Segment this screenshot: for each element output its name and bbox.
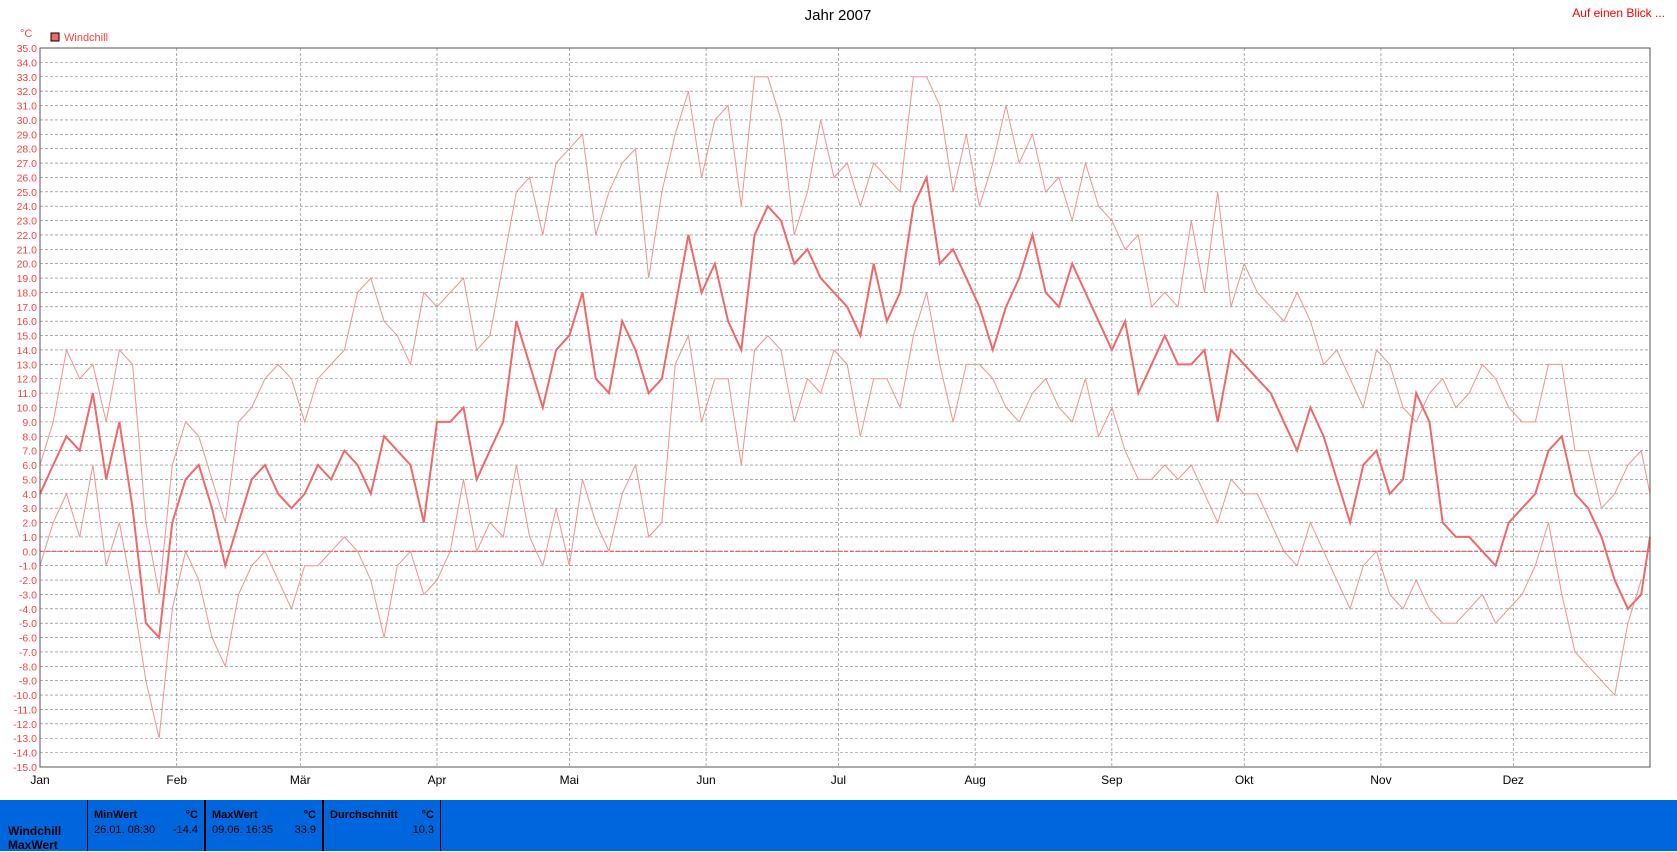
x-tick-label: Sep [1101, 773, 1123, 787]
stats-max-header: MaxWert [212, 809, 258, 821]
legend-swatch [50, 32, 60, 42]
y-tick-label: 18.0 [17, 287, 38, 299]
y-tick-label: 3.0 [22, 503, 37, 515]
y-tick-label: -11.0 [14, 704, 37, 716]
y-tick-label: 12.0 [17, 374, 38, 386]
stats-panel-min: MinWert °C 26.01. 08:30 -14.4 [87, 800, 205, 851]
y-tick-label: 7.0 [22, 446, 37, 458]
y-tick-label: 24.0 [17, 201, 38, 213]
y-tick-label: 35.0 [17, 43, 38, 55]
y-tick-label: 14.0 [17, 345, 38, 357]
stats-panel-average: Durchschnitt °C 10.3 [323, 800, 441, 851]
y-tick-label: -13.0 [13, 733, 37, 745]
stats-avg-header: Durchschnitt [330, 809, 398, 821]
chart-title: Jahr 2007 [805, 7, 872, 24]
y-tick-label: -2.0 [19, 575, 37, 587]
y-tick-label: 32.0 [17, 86, 38, 98]
windchill-chart: Jahr 2007 °C Windchill -15.0 -14.0 -13.0 -1… [13, 7, 1651, 787]
series-max-line [39, 76, 1651, 595]
x-tick-label: Jul [831, 773, 846, 787]
y-tick-label: -6.0 [19, 633, 37, 645]
y-tick-label: 13.0 [17, 359, 38, 371]
stats-row-label-windchill: Windchill [8, 824, 62, 838]
y-tick-label: 19.0 [17, 273, 38, 285]
y-tick-label: 0.0 [22, 546, 37, 558]
stats-panel-max: MaxWert °C 09.06. 16:35 33.9 [205, 800, 323, 851]
y-tick-label: 33.0 [17, 72, 38, 84]
x-tick-label: Okt [1235, 773, 1254, 787]
y-tick-label: -9.0 [19, 676, 37, 688]
y-tick-label: 25.0 [17, 187, 38, 199]
y-tick-label: -1.0 [19, 561, 37, 573]
y-tick-label: 10.0 [17, 403, 38, 415]
y-tick-label: 17.0 [17, 302, 38, 314]
x-tick-label: Nov [1370, 773, 1391, 787]
stats-max-value: 33.9 [294, 824, 316, 836]
y-tick-label: 28.0 [17, 144, 38, 156]
y-tick-label: 26.0 [17, 172, 38, 184]
stats-min-header: MinWert [94, 809, 138, 821]
stats-max-unit: °C [303, 809, 316, 821]
y-tick-label: -10.0 [13, 690, 37, 702]
y-tick-label: 5.0 [22, 474, 37, 486]
stats-min-unit: °C [185, 809, 198, 821]
series-min-line [39, 292, 1642, 739]
y-tick-label: 22.0 [17, 230, 38, 242]
x-tick-label: Mai [560, 773, 579, 787]
y-tick-label: 8.0 [22, 431, 37, 443]
stats-min-value: -14.4 [172, 824, 198, 836]
y-tick-label: -3.0 [19, 589, 37, 601]
x-tick-label: Feb [166, 773, 187, 787]
y-tick-label: 34.0 [17, 57, 38, 69]
y-tick-label: 6.0 [22, 460, 37, 472]
y-tick-label: 23.0 [17, 216, 38, 228]
x-tick-label: Apr [428, 773, 447, 787]
x-tick-label: Dez [1503, 773, 1524, 787]
y-tick-label: -8.0 [19, 661, 37, 673]
legend-label: Windchill [64, 32, 108, 44]
y-tick-label: -4.0 [19, 604, 37, 616]
y-tick-label: 16.0 [17, 316, 38, 328]
y-tick-label: 2.0 [22, 518, 37, 530]
y-tick-label: 29.0 [17, 129, 38, 141]
x-tick-label: Mär [290, 773, 311, 787]
x-tick-label: Jun [696, 773, 715, 787]
series-mean-line [39, 173, 1651, 640]
y-tick-label: 30.0 [17, 115, 38, 127]
x-tick-label: Jan [30, 773, 49, 787]
stats-min-date: 26.01. 08:30 [94, 824, 156, 836]
y-tick-label: 4.0 [22, 489, 37, 501]
stats-bar: Windchill MaxWert MinWert °C 26.01. 08:3… [0, 800, 1677, 852]
stats-avg-value: 10.3 [412, 824, 434, 836]
y-tick-label: 20.0 [17, 259, 38, 271]
stats-avg-unit: °C [421, 809, 434, 821]
y-tick-label: -14.0 [13, 748, 37, 760]
plot-frame [39, 47, 1651, 768]
x-tick-label: Aug [964, 773, 985, 787]
y-tick-label: 9.0 [22, 417, 37, 429]
y-axis-unit: °C [20, 28, 32, 40]
stats-row-label-maxwert: MaxWert [8, 838, 58, 852]
y-tick-label: 27.0 [17, 158, 38, 170]
stats-max-date: 09.06. 16:35 [212, 824, 274, 836]
y-tick-label: 15.0 [17, 331, 38, 343]
y-tick-label: 1.0 [22, 532, 37, 544]
y-tick-label: 31.0 [17, 101, 38, 113]
y-tick-label: -7.0 [19, 647, 37, 659]
y-tick-label: 11.0 [17, 388, 37, 400]
y-tick-label: -15.0 [13, 762, 37, 774]
y-tick-label: -5.0 [19, 618, 37, 630]
y-tick-label: 21.0 [17, 244, 38, 256]
y-tick-label: -12.0 [13, 719, 37, 731]
at-a-glance-link[interactable]: Auf einen Blick ... [1572, 6, 1665, 20]
